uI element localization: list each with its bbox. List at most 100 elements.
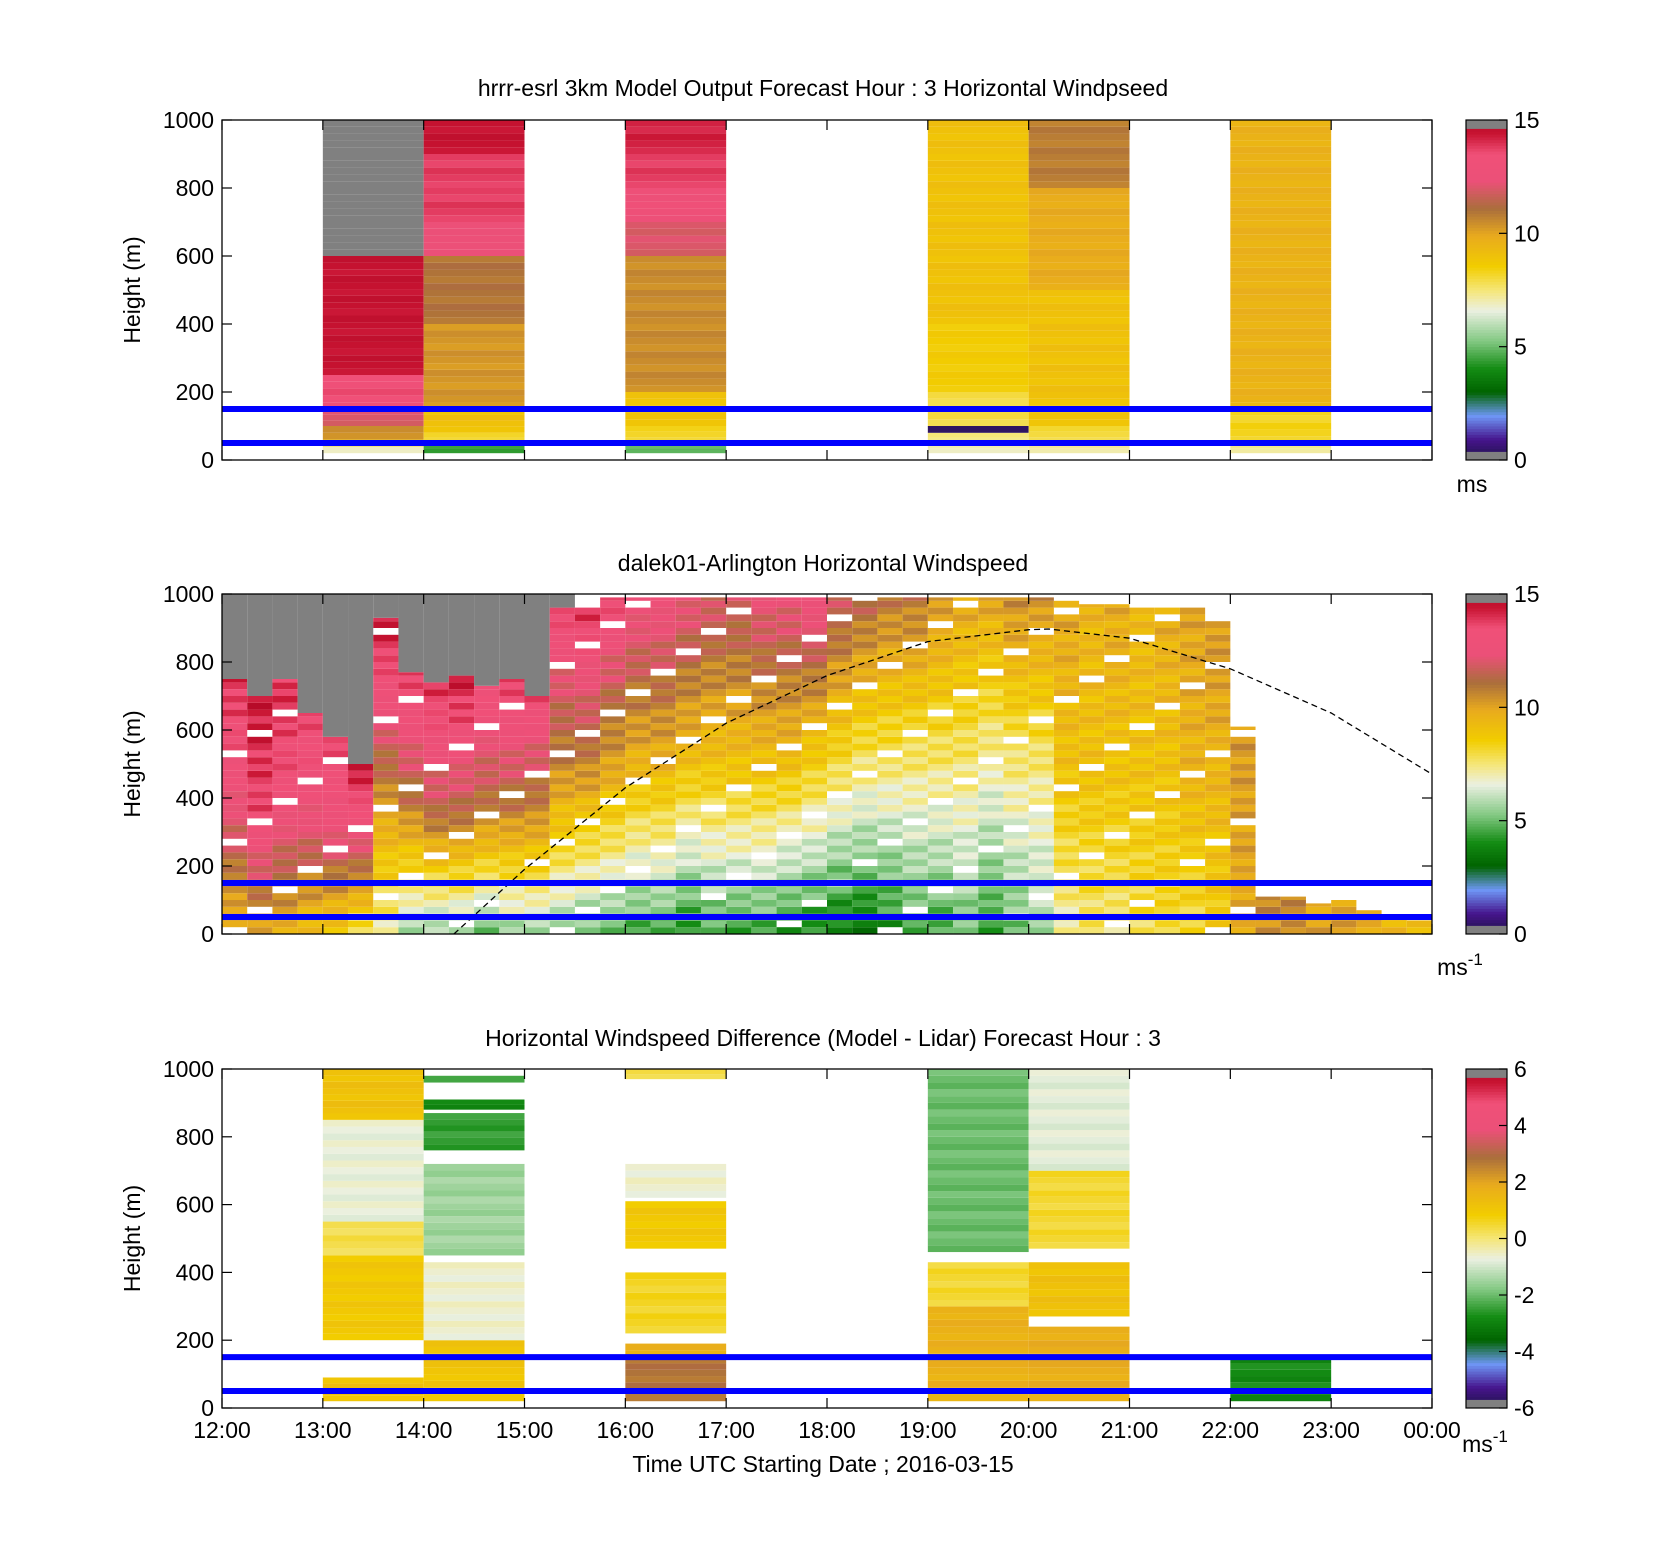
data-cell xyxy=(852,927,878,934)
data-cell xyxy=(902,784,928,792)
data-cell xyxy=(1205,621,1231,628)
data-cell xyxy=(1179,900,1206,907)
data-cell xyxy=(675,859,701,866)
data-cell xyxy=(423,426,525,433)
data-cell xyxy=(625,675,651,683)
data-cell xyxy=(373,723,399,730)
data-cell xyxy=(1053,668,1080,676)
data-cell xyxy=(625,426,727,432)
data-cell xyxy=(978,628,1004,635)
data-cell xyxy=(600,648,626,656)
data-cell xyxy=(625,296,727,304)
data-cell xyxy=(852,689,878,696)
colorbar-swatch xyxy=(1466,1105,1507,1109)
data-cell xyxy=(726,838,752,846)
data-cell xyxy=(499,859,525,866)
data-cell xyxy=(1003,804,1029,812)
data-cell xyxy=(700,872,727,880)
colorbar-swatch xyxy=(1466,747,1507,751)
data-cell xyxy=(625,126,727,134)
colorbar-swatch xyxy=(1466,795,1507,799)
colorbar-swatch xyxy=(1466,789,1507,793)
data-cell xyxy=(953,920,979,928)
data-cell xyxy=(423,1170,525,1177)
data-cell xyxy=(953,607,979,615)
data-cell xyxy=(448,784,475,792)
data-cell xyxy=(1331,906,1357,914)
data-cell xyxy=(423,1307,525,1315)
data-cell xyxy=(1179,607,1206,615)
data-cell xyxy=(499,696,525,703)
data-cell xyxy=(1079,893,1105,900)
data-cell xyxy=(751,662,777,669)
data-cell xyxy=(524,866,550,873)
data-cell xyxy=(322,1383,424,1390)
data-cell xyxy=(625,1228,727,1236)
data-cell xyxy=(700,597,727,601)
data-cell xyxy=(423,242,525,250)
data-cell xyxy=(1028,303,1130,311)
data-cell xyxy=(675,675,701,683)
data-cell xyxy=(423,811,449,819)
colorbar-swatch xyxy=(1466,1165,1507,1169)
data-cell xyxy=(272,736,298,744)
colorbar-swatch xyxy=(1466,630,1507,635)
data-cell xyxy=(322,242,424,250)
data-cell xyxy=(625,160,727,168)
colorbar-swatch xyxy=(1466,897,1507,901)
data-cell xyxy=(852,866,878,873)
x-tick-label: 18:00 xyxy=(798,1417,856,1443)
data-cell xyxy=(549,777,575,785)
colorbar-swatch xyxy=(1466,676,1507,680)
data-cell xyxy=(1079,791,1105,798)
data-cell xyxy=(524,900,550,907)
data-cell xyxy=(1179,641,1206,649)
data-cell xyxy=(1003,689,1029,696)
data-cell xyxy=(1028,709,1054,717)
data-cell xyxy=(322,282,424,290)
data-cell xyxy=(322,249,424,256)
data-cell xyxy=(1053,600,1080,608)
data-cell xyxy=(1028,1130,1130,1137)
data-cell xyxy=(1205,798,1231,805)
data-cell xyxy=(1028,1190,1130,1197)
plot-area xyxy=(222,594,1433,935)
colorbar-swatch xyxy=(1466,894,1507,898)
data-cell xyxy=(852,825,878,832)
data-cell xyxy=(927,1224,1029,1232)
data-cell xyxy=(1154,811,1180,819)
data-cell xyxy=(927,392,1029,399)
data-cell xyxy=(322,275,424,283)
data-cell xyxy=(423,920,449,928)
data-cell xyxy=(1003,866,1029,873)
data-cell xyxy=(574,852,601,860)
data-cell xyxy=(423,1131,525,1138)
data-cell xyxy=(953,811,979,819)
data-cell xyxy=(650,818,676,826)
colorbar-tick-label: 2 xyxy=(1514,1169,1527,1195)
data-cell xyxy=(423,1340,525,1347)
data-cell xyxy=(524,730,550,737)
data-cell xyxy=(423,866,449,873)
colorbar-swatch xyxy=(1466,1207,1507,1211)
data-cell xyxy=(423,770,449,778)
data-cell xyxy=(1003,845,1029,853)
data-cell xyxy=(1079,702,1105,710)
data-cell xyxy=(1154,696,1180,703)
data-cell xyxy=(222,866,248,873)
data-cell xyxy=(751,628,777,635)
data-cell xyxy=(423,1346,525,1354)
data-cell xyxy=(902,886,928,894)
data-cell xyxy=(902,628,928,635)
colorbar-swatch xyxy=(1466,1170,1507,1174)
data-cell xyxy=(474,893,500,900)
data-cell xyxy=(1028,1089,1130,1097)
data-cell xyxy=(978,730,1004,737)
data-cell xyxy=(1129,662,1155,669)
colorbar-swatch xyxy=(1466,741,1507,745)
colorbar-swatch xyxy=(1466,650,1507,654)
data-cell xyxy=(1079,920,1105,928)
colorbar-swatch xyxy=(1466,1261,1507,1265)
data-cell xyxy=(247,709,273,717)
data-cell xyxy=(700,614,727,622)
